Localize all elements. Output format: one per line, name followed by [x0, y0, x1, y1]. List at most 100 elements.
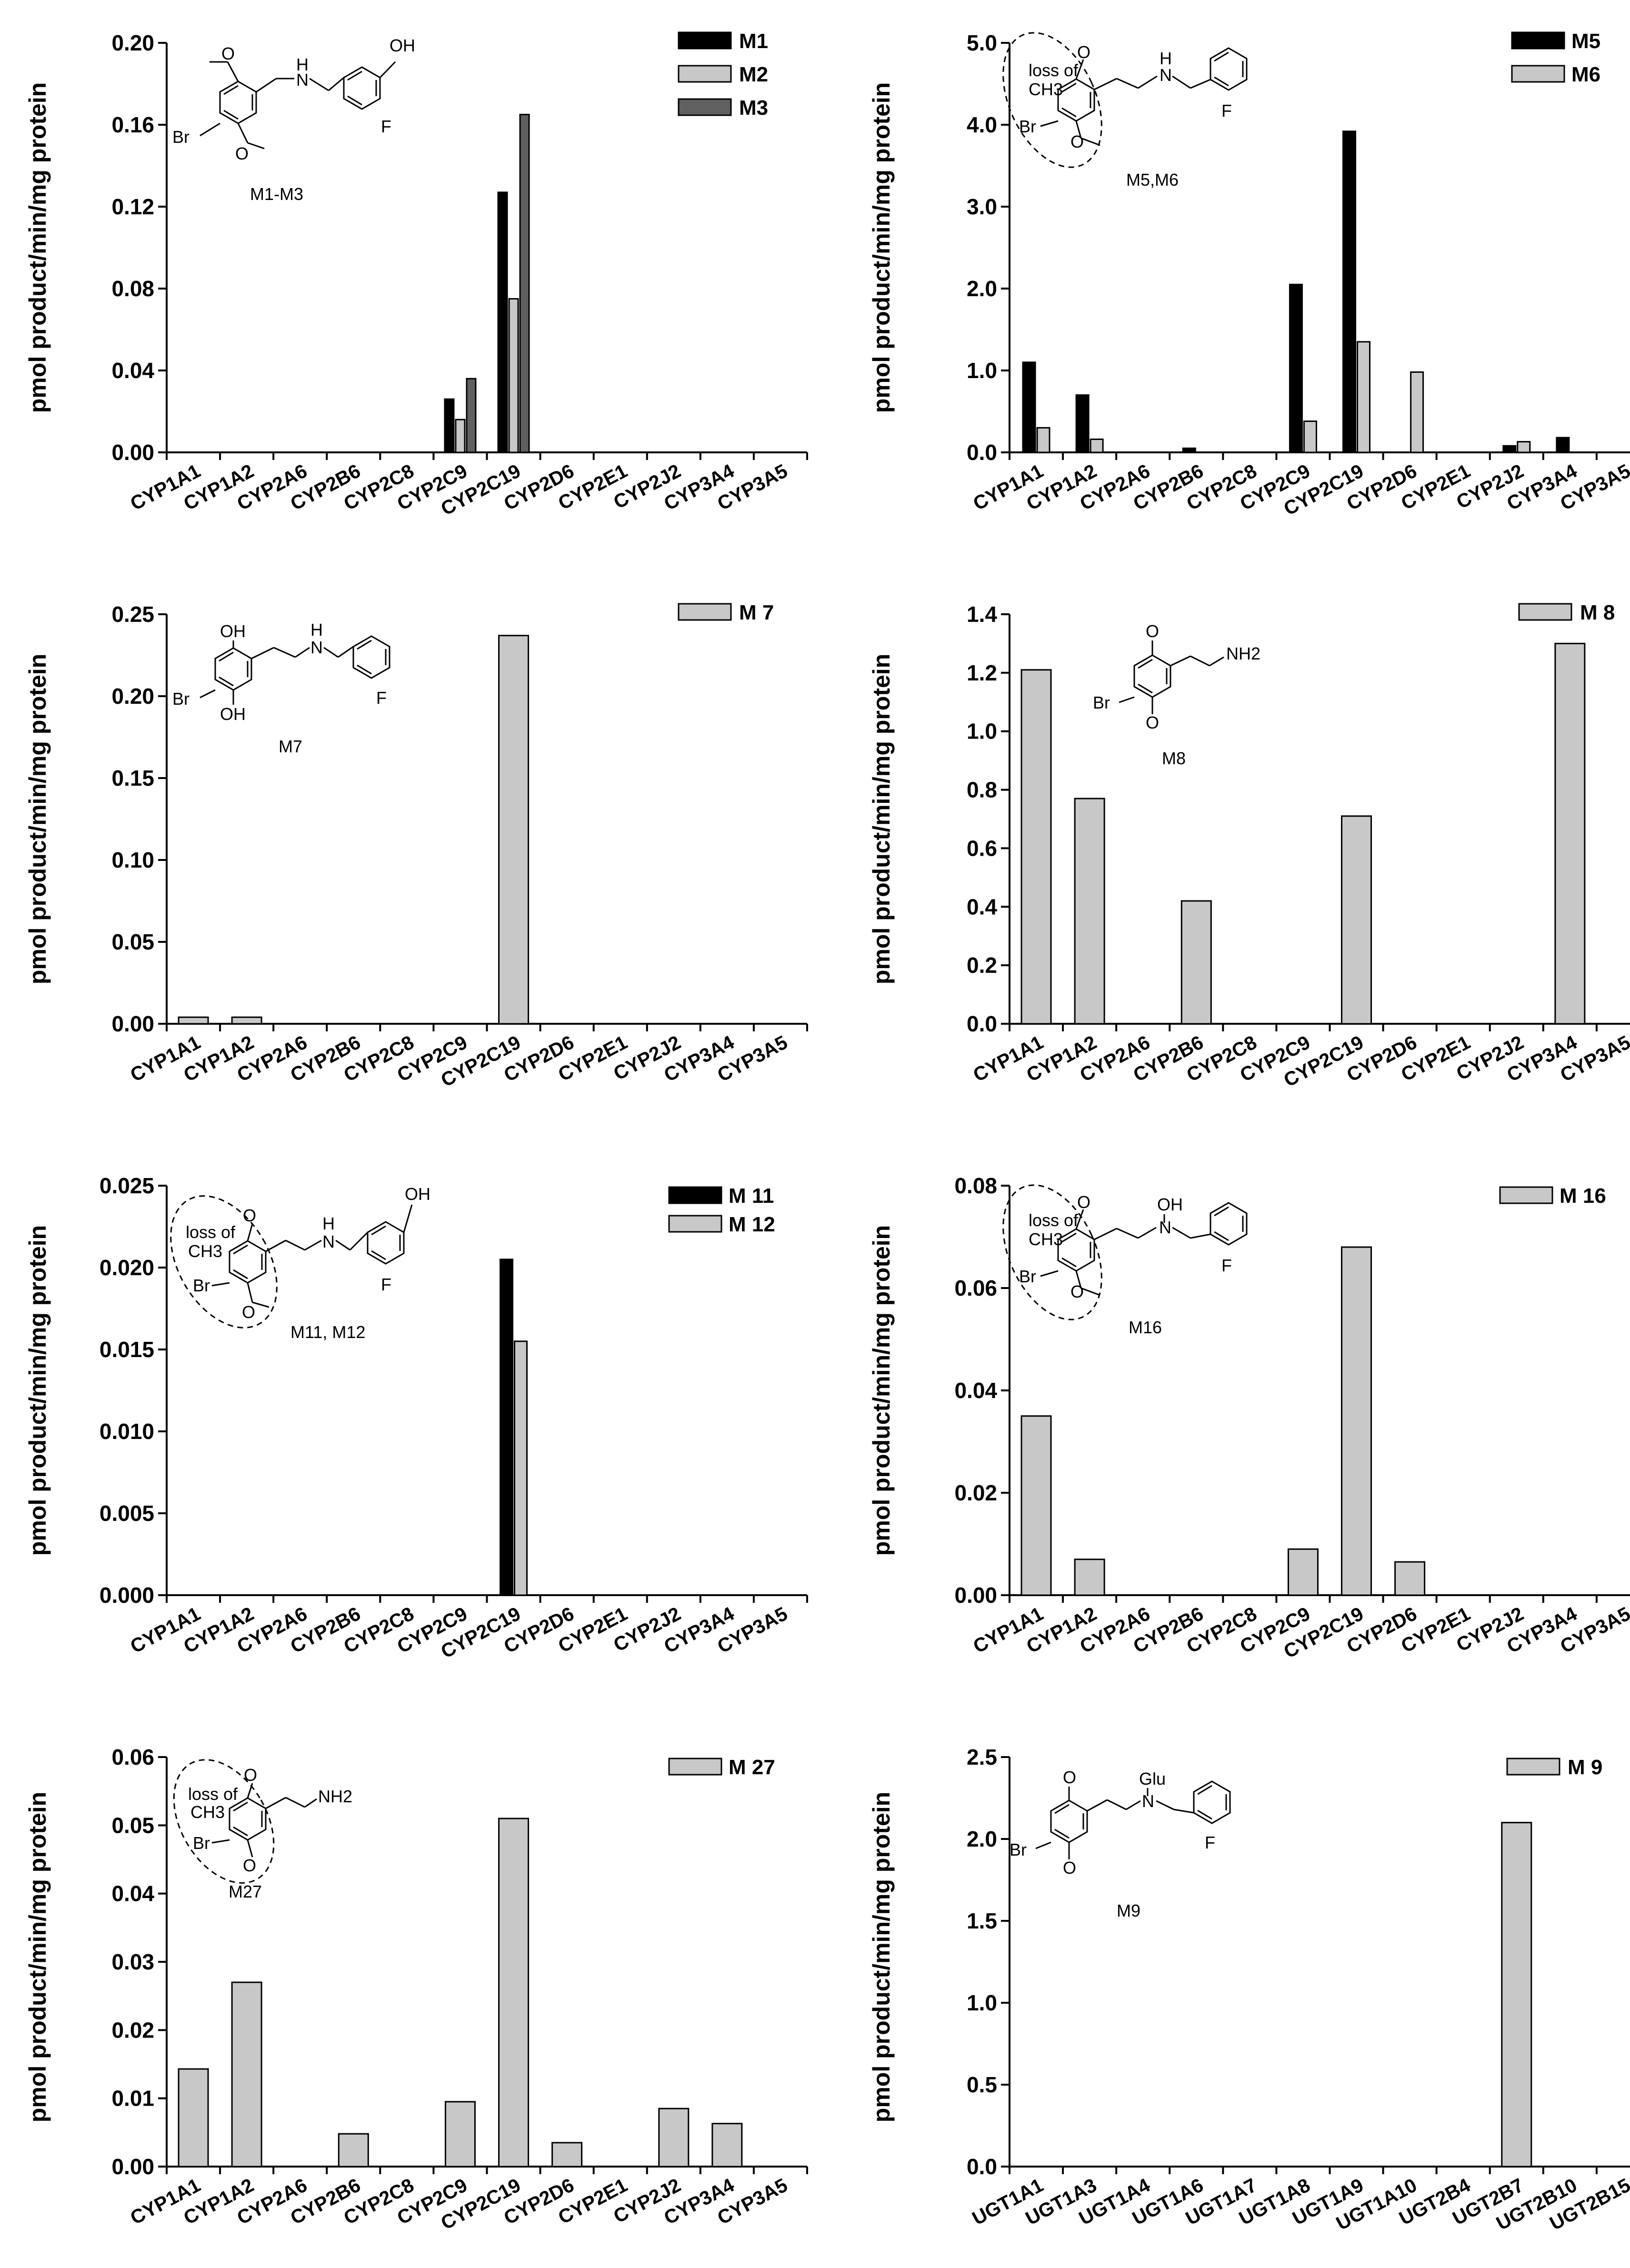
y-axis-label: pmol product/min/mg protein	[24, 654, 51, 984]
bar-m7	[178, 1016, 209, 1025]
y-tick-label: 0.15	[111, 766, 154, 790]
bar-m7	[231, 1016, 262, 1025]
structure-m27: loss of CH3 O NH2 Br O M27	[173, 1759, 352, 1901]
legend-swatch-m6	[1511, 65, 1565, 83]
atom-label: loss of	[186, 1222, 236, 1242]
bar-m5	[1556, 437, 1570, 453]
y-tick-label: 0.08	[954, 1173, 997, 1198]
y-tick-label: 0.04	[954, 1378, 997, 1403]
y-tick-label: 0.020	[100, 1255, 154, 1280]
structure-caption: M1-M3	[250, 184, 303, 204]
y-tick-label: 0.0	[967, 2154, 997, 2179]
structure-caption: M8	[1162, 749, 1186, 768]
y-axis-label: pmol product/min/mg protein	[24, 1792, 51, 2122]
atom-label: O	[1077, 42, 1090, 62]
atom-label: NH2	[1226, 644, 1260, 663]
bar-m8	[1180, 900, 1212, 1025]
atom-label: N	[322, 1232, 335, 1251]
legend: M 16	[1499, 1184, 1606, 1208]
y-tick-label: 1.2	[967, 660, 997, 685]
atom-label: OH	[1157, 1195, 1183, 1214]
legend: M 7	[678, 601, 774, 624]
atom-label: loss of	[1029, 1210, 1079, 1230]
bar-m9	[1501, 1822, 1532, 2168]
atom-label: H	[310, 620, 323, 639]
bar-m6	[1410, 371, 1424, 453]
legend-swatch-m7	[678, 603, 732, 621]
y-tick-label: 0.06	[954, 1276, 997, 1300]
structure-m11-m12: loss of CH3 O H N OH Br O F M11, M12	[170, 1184, 430, 1342]
y-tick-label: 1.5	[967, 1908, 997, 1933]
atom-label: O	[1070, 1282, 1084, 1301]
bar-m16	[1287, 1548, 1319, 1596]
y-tick-label: 1.0	[967, 1990, 997, 2015]
atom-label: loss of	[1029, 60, 1079, 80]
y-tick-label: 0.05	[111, 929, 154, 954]
y-tick-label: 3.0	[967, 194, 997, 219]
atom-label: F	[376, 688, 387, 708]
atom-label: F	[1221, 1256, 1232, 1275]
bar-m5	[1502, 445, 1517, 453]
bar-m2	[455, 419, 466, 453]
structure-caption: M5,M6	[1126, 170, 1179, 190]
bar-m5	[1182, 447, 1196, 453]
panel-1: 0.000.040.080.120.160.20CYP1A1CYP1A2CYP2…	[24, 30, 808, 520]
atom-label: N	[1159, 1218, 1171, 1237]
y-tick-label: 0.6	[967, 836, 997, 860]
y-tick-label: 0.01	[111, 2086, 154, 2111]
bar-m12	[514, 1340, 528, 1596]
y-tick-label: 0.12	[111, 194, 154, 219]
plot-area: 0.00.20.40.60.81.01.21.4CYP1A1CYP1A2CYP2…	[967, 602, 1630, 1091]
atom-label: F	[381, 1275, 391, 1294]
y-tick-label: 0.02	[954, 1480, 997, 1505]
y-axis-label: pmol product/min/mg protein	[868, 82, 895, 413]
y-tick-label: 0.03	[111, 1949, 154, 1974]
atom-label: N	[1160, 65, 1172, 85]
atom-label: O	[1063, 1768, 1076, 1787]
legend-swatch-m16	[1499, 1186, 1553, 1204]
legend-label-m12: M 12	[729, 1213, 775, 1236]
atom-label: O	[243, 1206, 256, 1225]
legend-label-m7: M 7	[739, 601, 774, 624]
atom-label: CH3	[190, 1802, 225, 1822]
bar-m11	[500, 1259, 514, 1596]
legend: M 9	[1506, 1756, 1602, 1779]
bar-m27	[338, 2133, 369, 2168]
y-tick-label: 0.8	[967, 778, 997, 802]
bar-m5	[1342, 130, 1357, 453]
y-tick-label: 0.00	[111, 440, 154, 465]
y-tick-label: 0.04	[111, 358, 154, 383]
bar-m16	[1074, 1559, 1105, 1596]
atom-label: Br	[1093, 693, 1110, 712]
bar-m27	[658, 2108, 690, 2168]
legend-label-m16: M 16	[1560, 1184, 1606, 1208]
atom-label: OH	[405, 1184, 430, 1204]
y-tick-label: 0.16	[111, 112, 154, 137]
bar-m7	[498, 635, 530, 1025]
atom-label: O	[1070, 132, 1084, 151]
y-tick-label: 0.2	[967, 953, 997, 978]
panel-2: 0.01.02.03.04.05.0CYP1A1CYP1A2CYP2A6CYP2…	[868, 30, 1630, 520]
plot-area: 0.01.02.03.04.05.0CYP1A1CYP1A2CYP2A6CYP2…	[967, 30, 1630, 520]
atom-label: NH2	[318, 1787, 352, 1806]
bar-m6	[1517, 441, 1531, 453]
bar-m3	[466, 378, 477, 453]
legend-swatch-m5	[1511, 31, 1565, 50]
legend-swatch-m11	[668, 1186, 722, 1204]
legend-swatch-m27	[668, 1758, 722, 1776]
bar-m27	[711, 2123, 743, 2168]
bar-m27	[178, 2068, 209, 2168]
bar-m16	[1394, 1561, 1426, 1596]
atom-label: Glu	[1139, 1769, 1166, 1788]
y-axis-label: pmol product/min/mg protein	[868, 654, 895, 984]
panel-8: 0.00.51.01.52.02.5UGT1A1UGT1A3UGT1A4UGT1…	[868, 1745, 1630, 2235]
structure-caption: M16	[1129, 1318, 1162, 1337]
panel-5: 0.0000.0050.0100.0150.0200.025CYP1A1CYP1…	[24, 1173, 808, 1663]
y-tick-label: 1.0	[967, 719, 997, 744]
panel-3: 0.000.050.100.150.200.25CYP1A1CYP1A2CYP2…	[24, 601, 808, 1091]
atom-label: N	[310, 638, 323, 657]
legend-label-m3: M3	[739, 96, 768, 120]
bar-m5	[1075, 394, 1090, 453]
bar-m8	[1554, 642, 1586, 1025]
